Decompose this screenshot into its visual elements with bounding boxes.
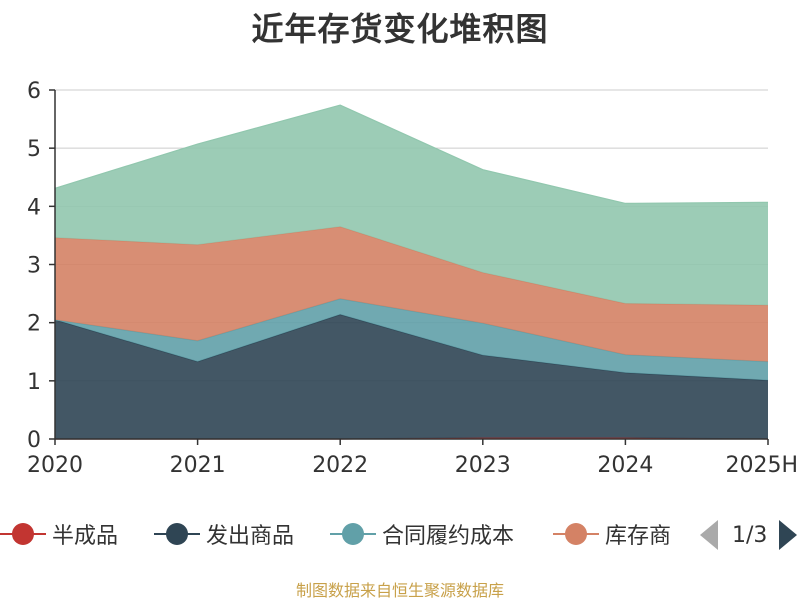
legend-label: 半成品 bbox=[52, 524, 119, 549]
area-series-3 bbox=[55, 298, 768, 381]
legend-page-indicator: 1/3 bbox=[732, 522, 768, 548]
legend-dot bbox=[342, 523, 364, 545]
y-tick-label: 6 bbox=[27, 79, 41, 104]
legend-dot bbox=[565, 523, 587, 545]
legend-item-3[interactable]: 合同履约成本 bbox=[330, 514, 514, 554]
legend-pager: 1/3 bbox=[700, 518, 798, 552]
area-series-2 bbox=[55, 314, 768, 439]
legend-dot bbox=[12, 523, 34, 545]
legend-item-1[interactable]: 半成品 bbox=[0, 514, 118, 554]
legend-label: 发出商品 bbox=[206, 524, 295, 549]
y-tick-label: 3 bbox=[27, 254, 41, 279]
y-tick-label: 4 bbox=[27, 195, 41, 220]
x-tick-label: 2021 bbox=[170, 453, 226, 478]
axes bbox=[49, 89, 769, 445]
chart-title: 近年存货变化堆积图 bbox=[251, 10, 549, 48]
legend-marker-2 bbox=[154, 520, 200, 548]
y-tick-labels: 0 1 2 3 4 5 6 bbox=[27, 79, 41, 453]
legend-item-2[interactable]: 发出商品 bbox=[154, 514, 294, 554]
legend-marker-4 bbox=[553, 520, 599, 548]
area-series bbox=[54, 104, 769, 440]
area-series-5 bbox=[55, 105, 768, 306]
previous-page-arrow-icon[interactable] bbox=[700, 520, 718, 550]
x-tick-label: 2023 bbox=[455, 453, 511, 478]
x-tick-labels: 2020 2021 2022 2023 2024 2025H bbox=[27, 453, 798, 478]
next-page-arrow-icon[interactable] bbox=[779, 520, 798, 550]
legend-label: 合同履约成本 bbox=[382, 524, 515, 549]
x-tick-label: 2022 bbox=[312, 453, 368, 478]
legend-marker-3 bbox=[330, 520, 376, 548]
x-tick-label: 2020 bbox=[27, 453, 83, 478]
y-tick-label: 5 bbox=[27, 137, 41, 162]
series-line-5 bbox=[54, 104, 769, 205]
legend-label: 库存商 bbox=[605, 524, 672, 549]
y-tick-label: 1 bbox=[27, 370, 41, 395]
x-tick-label: 2024 bbox=[597, 453, 653, 478]
x-tick-label: 2025H bbox=[725, 453, 798, 478]
legend-dot bbox=[166, 523, 188, 545]
y-tick-label: 2 bbox=[27, 312, 41, 337]
legend: 半成品 发出商品 合同履约成本 库存商 bbox=[0, 514, 690, 554]
area-series-4 bbox=[55, 226, 768, 362]
y-tick-label: 0 bbox=[27, 428, 41, 453]
data-source-note: 制图数据来自恒生聚源数据库 bbox=[295, 581, 504, 600]
legend-item-4[interactable]: 库存商 bbox=[553, 514, 671, 554]
legend-marker-1 bbox=[0, 520, 46, 548]
